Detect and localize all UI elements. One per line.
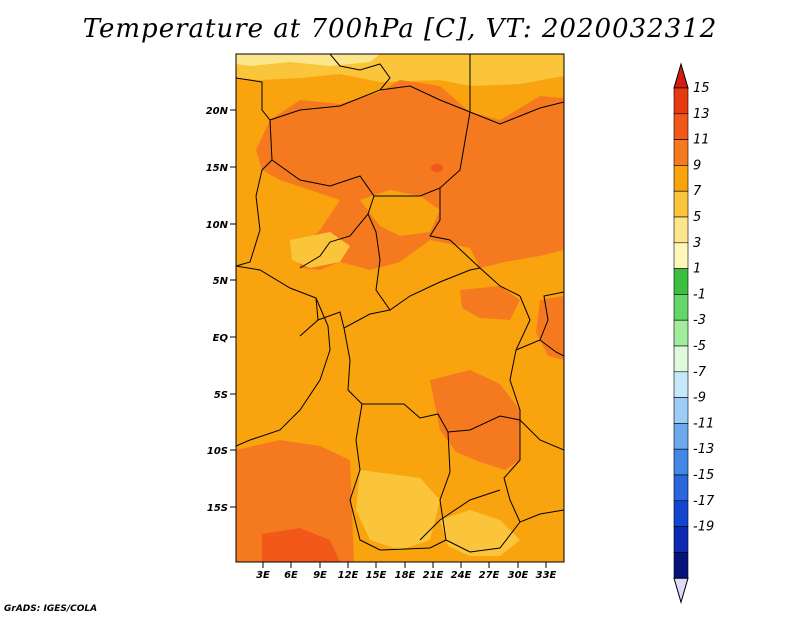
colorbar-label: 9	[693, 158, 701, 173]
colorbar-label: -17	[693, 494, 715, 509]
colorbar-label: -11	[693, 416, 714, 431]
lat-label: 5S	[214, 390, 228, 401]
colorbar-swatch	[673, 423, 689, 450]
colorbar-swatch	[673, 371, 689, 398]
lat-label: 15N	[206, 163, 229, 174]
colorbar-label: -5	[693, 339, 706, 354]
colorbar-label: 3	[693, 236, 701, 251]
lat-label: 5N	[213, 276, 229, 287]
colorbar-label: -19	[693, 520, 714, 535]
colorbar-swatch	[673, 87, 689, 115]
field-11-13-sahel	[256, 80, 564, 270]
colorbar-swatch	[673, 397, 689, 424]
credit-label: GrADS: IGES/COLA	[4, 604, 98, 614]
lat-label: 10S	[207, 446, 228, 457]
country-borders	[236, 54, 564, 553]
temperature-field	[236, 54, 564, 562]
colorbar-swatch	[673, 242, 689, 269]
field-11-13-east	[430, 370, 520, 470]
colorbar-label: 15	[693, 81, 710, 96]
field-7-9-angola	[356, 470, 440, 550]
colorbar-label: -1	[693, 287, 706, 302]
colorbar-bottom-arrow	[673, 577, 689, 604]
colorbar-top-arrow	[673, 62, 689, 89]
field-13-15-southwest	[262, 528, 340, 562]
field-11-13-kenya	[536, 296, 564, 360]
colorbar-swatch	[673, 165, 689, 192]
colorbar-label: 7	[693, 184, 702, 199]
lat-label: EQ	[213, 333, 229, 344]
colorbar-swatch	[673, 526, 689, 553]
field-11-13-southwest	[236, 440, 354, 562]
lon-label: 24E	[451, 570, 472, 581]
colorbar: 15 13 11 9 7 5 3 1 -1 -3 -5 -7 -9 -11 -13 -15 -17 -19	[673, 62, 715, 604]
lon-label: 3E	[256, 570, 270, 581]
colorbar-label: 13	[693, 107, 710, 122]
field-7-9-zambia	[440, 510, 520, 556]
field-patch-west	[236, 176, 300, 268]
colorbar-label: -13	[693, 442, 714, 457]
field-patch-chad	[360, 190, 440, 236]
longitude-axis: 3E 6E 9E 12E 15E 18E 21E 24E 27E 30E 33E	[256, 562, 557, 581]
colorbar-label: 11	[693, 133, 710, 148]
lat-label: 15S	[207, 503, 228, 514]
lat-label: 10N	[206, 220, 229, 231]
colorbar-label: 1	[693, 262, 701, 277]
colorbar-swatch	[673, 474, 689, 502]
colorbar-swatch	[673, 345, 689, 373]
lat-label: 20N	[206, 106, 229, 117]
lon-label: 9E	[313, 570, 327, 581]
map-title: Temperature at 700hPa [C], VT: 202003231…	[82, 14, 718, 44]
colorbar-swatch	[673, 500, 689, 527]
colorbar-swatch	[673, 113, 689, 140]
lon-label: 27E	[479, 570, 500, 581]
colorbar-swatch	[673, 216, 689, 244]
colorbar-label: 5	[693, 210, 701, 225]
colorbar-swatch	[673, 319, 689, 347]
colorbar-label: -7	[693, 365, 707, 380]
colorbar-swatch	[673, 552, 689, 579]
lon-label: 12E	[338, 570, 359, 581]
colorbar-swatch	[673, 139, 689, 166]
field-5-7-north	[236, 54, 380, 66]
lon-label: 21E	[423, 570, 444, 581]
colorbar-swatch	[673, 190, 689, 218]
colorbar-swatch	[673, 294, 689, 321]
map-frame	[235, 53, 565, 563]
lon-label: 15E	[366, 570, 387, 581]
colorbar-swatch	[673, 448, 689, 476]
colorbar-label: -15	[693, 468, 714, 483]
lon-label: 33E	[536, 570, 557, 581]
colorbar-swatch	[673, 268, 689, 295]
lon-label: 30E	[508, 570, 529, 581]
field-hot-spot	[431, 164, 443, 172]
colorbar-label: -3	[693, 313, 706, 328]
field-11-13-congo	[460, 286, 520, 320]
latitude-axis: 20N 15N 10N 5N EQ 5S 10S 15S	[206, 106, 236, 514]
colorbar-label: -9	[693, 391, 706, 406]
lon-label: 6E	[284, 570, 298, 581]
lon-label: 18E	[395, 570, 416, 581]
